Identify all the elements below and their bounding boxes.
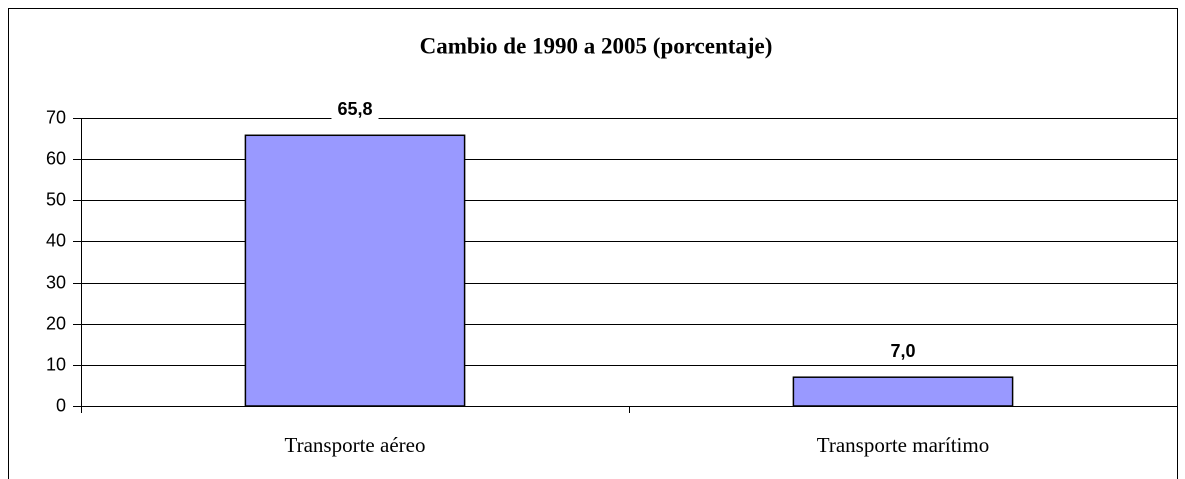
- y-tick-label: 0: [56, 395, 66, 415]
- value-label-bg: [884, 338, 922, 363]
- bar: [244, 134, 466, 407]
- chart-title: Cambio de 1990 a 2005 (porcentaje): [420, 33, 773, 58]
- y-tick-label: 60: [46, 148, 66, 168]
- y-tick-label: 30: [46, 272, 66, 292]
- y-tick-label: 50: [46, 189, 66, 209]
- bar: [792, 376, 1014, 407]
- value-label-bg: [331, 97, 379, 122]
- x-tick-label: Transporte marítimo: [817, 433, 989, 457]
- value-label: 65,8: [337, 99, 372, 119]
- x-tick-label: Transporte aéreo: [285, 433, 426, 457]
- y-tick-label: 10: [46, 354, 66, 374]
- y-tick-label: 70: [46, 107, 66, 127]
- y-tick-label: 20: [46, 313, 66, 333]
- value-label: 7,0: [890, 341, 915, 361]
- y-tick-label: 40: [46, 230, 66, 250]
- chart-border: [8, 8, 1178, 479]
